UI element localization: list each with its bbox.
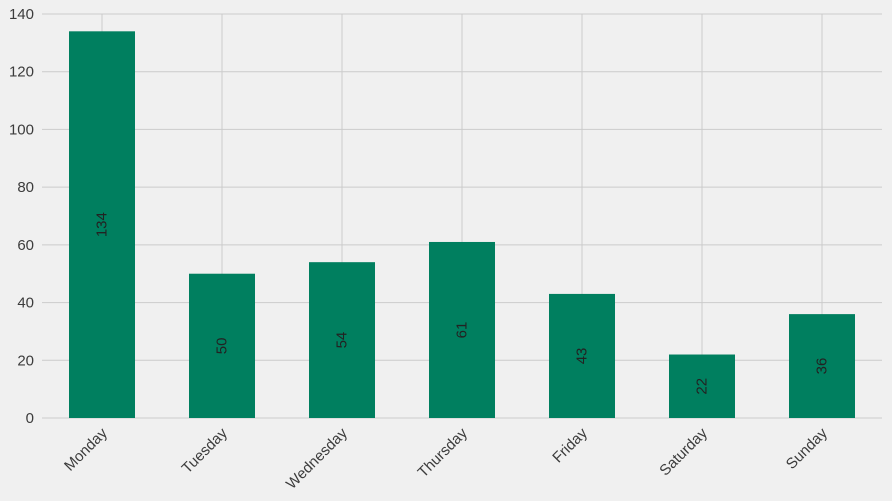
y-tick-label: 120 xyxy=(9,64,34,81)
x-tick-label-thursday: Thursday xyxy=(415,424,472,481)
data-label-thursday: 61 xyxy=(454,322,471,339)
data-label-friday: 43 xyxy=(574,348,591,365)
data-label-tuesday: 50 xyxy=(214,338,231,355)
y-tick-label: 20 xyxy=(17,352,34,369)
x-tick-label-sunday: Sunday xyxy=(783,424,831,472)
bar-layer xyxy=(69,31,855,419)
bar-sunday xyxy=(789,314,855,418)
bar-friday xyxy=(549,293,615,418)
y-tick-label: 100 xyxy=(9,121,34,138)
y-tick-label: 0 xyxy=(26,410,34,427)
bar-saturday xyxy=(669,354,735,418)
y-tick-label: 80 xyxy=(17,179,34,196)
y-tick-label: 40 xyxy=(17,295,34,312)
x-tick-label-wednesday: Wednesday xyxy=(283,424,351,492)
bar-monday xyxy=(69,31,135,419)
y-tick-label: 140 xyxy=(9,6,34,23)
data-label-wednesday: 54 xyxy=(334,332,351,349)
x-tick-label-tuesday: Tuesday xyxy=(179,424,232,477)
x-tick-label-monday: Monday xyxy=(61,424,111,474)
bar-thursday xyxy=(429,241,495,418)
y-tick-label: 60 xyxy=(17,237,34,254)
bar-wednesday xyxy=(309,262,375,418)
grid-layer xyxy=(42,13,882,419)
x-tick-label-saturday: Saturday xyxy=(656,424,711,479)
label-layer: 134 50 54 61 43 22 36 xyxy=(94,212,831,394)
data-label-sunday: 36 xyxy=(814,358,831,375)
data-label-saturday: 22 xyxy=(694,378,711,395)
bar-tuesday xyxy=(189,273,255,418)
x-tick-label-friday: Friday xyxy=(549,424,591,466)
data-label-monday: 134 xyxy=(94,212,111,237)
